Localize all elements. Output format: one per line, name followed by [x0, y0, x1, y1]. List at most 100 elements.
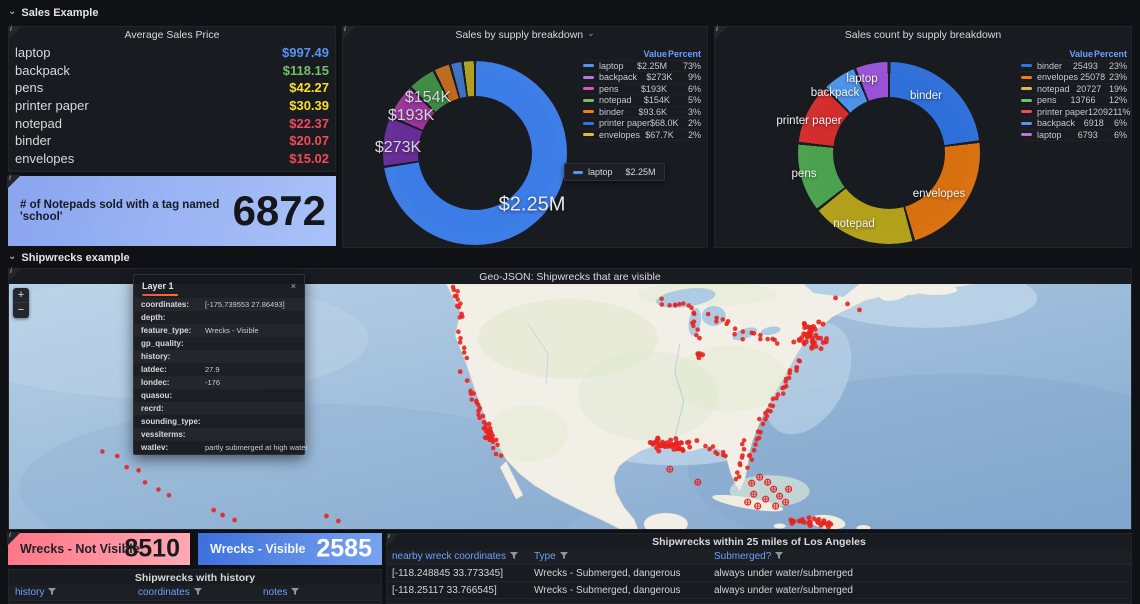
table-cell: Wrecks - Submerged, dangerous	[534, 585, 681, 596]
legend-item-percent: 3%	[687, 106, 701, 117]
row-title-shipwrecks: Shipwrecks example	[21, 252, 130, 264]
column-header-submerged[interactable]: Submerged?	[714, 549, 784, 565]
legend-item-label[interactable]: laptop	[1037, 129, 1062, 140]
land-north-america	[445, 284, 978, 529]
panel-title[interactable]: Average Sales Price	[124, 29, 220, 41]
column-header-notes[interactable]: notes	[263, 585, 300, 601]
tooltip-field-key: history:	[141, 352, 171, 361]
price-row: pens $42.27	[15, 79, 329, 96]
tooltip-layer-tab[interactable]: Layer 1	[142, 281, 174, 291]
legend-item-label[interactable]: binder	[599, 106, 625, 117]
panel-menu-caret-icon[interactable]: ⌄	[587, 28, 595, 38]
table-cell: [-118.25117 33.766545]	[392, 585, 497, 596]
filter-icon[interactable]	[193, 588, 202, 596]
legend-item-percent: 73%	[682, 60, 701, 71]
legend-item-value: 12092	[1088, 106, 1114, 117]
active-tab-underline	[142, 294, 178, 296]
tooltip-field-row: quasou:	[134, 389, 304, 402]
legend-item-label[interactable]: pens	[1037, 95, 1057, 106]
price-item-value: $997.49	[282, 45, 329, 60]
map-feature-tooltip: Layer 1 × coordinates: [-175.739553 27.86…	[133, 274, 308, 455]
filter-icon[interactable]	[291, 588, 300, 596]
zoom-in-button[interactable]: +	[13, 288, 29, 303]
panel-title[interactable]: Geo-JSON: Shipwrecks that are visible	[479, 271, 661, 283]
legend-value-header[interactable]: Value	[1069, 49, 1093, 60]
legend-item-label[interactable]: printer paper	[1037, 106, 1089, 117]
legend-item-label[interactable]: printer paper	[599, 118, 651, 129]
legend-item-value: 20727	[1076, 83, 1102, 94]
legend-value-header[interactable]: Value	[643, 49, 667, 60]
filter-icon[interactable]	[48, 588, 57, 596]
panel-info-icon[interactable]: i	[342, 26, 356, 40]
stat-label: Wrecks - Not Visible	[20, 542, 140, 556]
panel-info-icon[interactable]: i	[8, 268, 22, 282]
legend-header: Value Percent	[583, 49, 701, 61]
tooltip-field-key: coordinates:	[141, 300, 190, 309]
panel-info-icon[interactable]: i	[7, 175, 21, 189]
shipwreck-markers	[100, 284, 862, 529]
legend-item-label[interactable]: backpack	[1037, 118, 1076, 129]
filter-icon[interactable]	[559, 552, 568, 560]
legend-swatch	[1021, 98, 1032, 102]
legend-item-value: 25493	[1072, 60, 1098, 71]
price-item-name: envelopes	[15, 150, 75, 166]
panel-info-icon[interactable]: i	[714, 26, 728, 40]
close-icon[interactable]: ×	[290, 280, 296, 291]
tooltip-field-value: [-175.739553 27.86493]	[205, 300, 285, 309]
panel-info-icon[interactable]: i	[387, 534, 400, 547]
legend-item-label[interactable]: pens	[599, 83, 619, 94]
price-item-name: backpack	[15, 62, 70, 78]
tooltip-field-key: depth:	[141, 313, 166, 322]
tooltip-field-key: latdec:	[141, 365, 167, 374]
panel-info-icon[interactable]: i	[7, 532, 21, 546]
legend-row: pens 13766 12%	[1021, 95, 1127, 107]
filter-icon[interactable]	[775, 552, 784, 560]
panel-info-icon[interactable]: i	[8, 26, 22, 40]
legend-item-label[interactable]: laptop	[599, 60, 624, 71]
legend-item-value: $154K	[643, 95, 670, 106]
panel-la-wrecks-table: i Shipwrecks within 25 miles of Los Ange…	[386, 533, 1132, 604]
count-donut-chart[interactable]	[798, 62, 980, 244]
tooltip-field-value: partly submerged at high water	[205, 443, 308, 452]
price-item-value: $15.02	[289, 150, 329, 166]
legend-row: notepad 20727 19%	[1021, 83, 1127, 95]
zoom-out-button[interactable]: −	[17, 304, 25, 316]
price-row: printer paper $30.39	[15, 97, 329, 114]
column-header-nearby-coordinates[interactable]: nearby wreck coordinates	[392, 549, 518, 565]
legend-item-label[interactable]: envelopes	[599, 129, 641, 140]
legend-item-value: $93.6K	[638, 106, 667, 117]
legend-row: envelopes $67.7K 2%	[583, 129, 701, 141]
legend-swatch	[583, 87, 594, 91]
legend-item-value: 13766	[1070, 95, 1096, 106]
panel-title[interactable]: Sales by supply breakdown ⌄	[343, 27, 707, 42]
price-item-value: $20.07	[289, 133, 329, 149]
column-header-type[interactable]: Type	[534, 549, 568, 565]
price-row: notepad $22.37	[15, 115, 329, 132]
filter-icon[interactable]	[509, 552, 518, 560]
column-header-coordinates[interactable]: coordinates	[138, 585, 202, 601]
column-header-history[interactable]: history	[15, 585, 57, 601]
legend-item-label[interactable]: envelopes	[1037, 72, 1079, 83]
table-body: [-118.248845 33.773345] Wrecks - Submerge…	[387, 565, 1131, 603]
legend-percent-header[interactable]: Percent	[1093, 49, 1127, 60]
legend-item-value: $68.0K	[650, 118, 679, 129]
legend-item-percent: 23%	[1108, 72, 1127, 83]
price-row: backpack $118.15	[15, 62, 329, 79]
stat-value: 6872	[232, 187, 326, 234]
donut-hole	[418, 96, 532, 210]
table-cell: always under water/submerged	[714, 585, 853, 596]
legend-item-label[interactable]: binder	[1037, 60, 1063, 71]
tooltip-field-value: -176	[205, 378, 221, 387]
legend-item-percent: 2%	[687, 129, 701, 140]
tooltip-field-key: quasou:	[141, 391, 173, 400]
panel-title[interactable]: Sales count by supply breakdown	[844, 29, 1002, 41]
legend-percent-header[interactable]: Percent	[667, 49, 701, 60]
legend-item-label[interactable]: notepad	[599, 95, 632, 106]
table-cell: Wrecks - Submerged, dangerous	[534, 568, 681, 579]
row-header-shipwrecks[interactable]: ⌄ Shipwrecks example	[8, 251, 130, 265]
legend-item-label[interactable]: backpack	[599, 72, 638, 83]
legend-item-label[interactable]: notepad	[1037, 83, 1070, 94]
tooltip-field-row: sounding_type:	[134, 415, 304, 428]
tooltip-field-row: feature_type: Wrecks - Visible	[134, 324, 304, 337]
row-header-sales[interactable]: ⌄ Sales Example	[8, 6, 98, 20]
